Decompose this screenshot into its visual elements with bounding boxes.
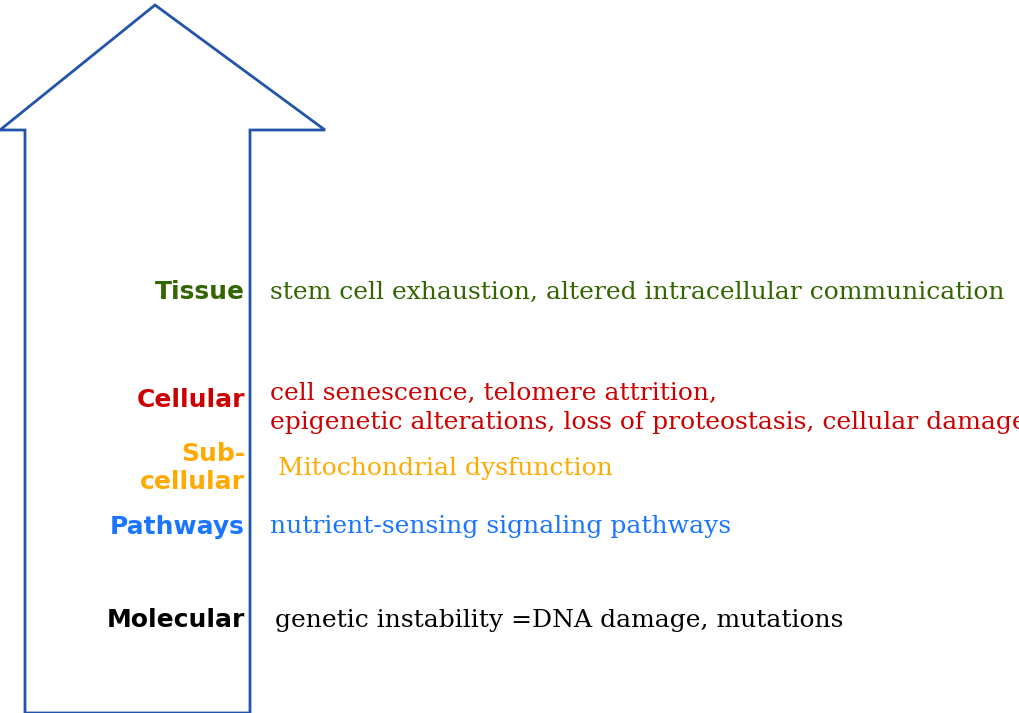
Text: stem cell exhaustion, altered intracellular communication: stem cell exhaustion, altered intracellu…: [270, 280, 1004, 304]
Text: Tissue: Tissue: [155, 280, 245, 304]
Text: Molecular: Molecular: [107, 608, 245, 632]
Polygon shape: [0, 5, 325, 713]
Text: genetic instability =DNA damage, mutations: genetic instability =DNA damage, mutatio…: [275, 608, 843, 632]
Text: Sub-
cellular: Sub- cellular: [140, 442, 245, 494]
Text: cell senescence, telomere attrition,: cell senescence, telomere attrition,: [270, 381, 716, 404]
Text: Pathways: Pathways: [110, 515, 245, 539]
Text: epigenetic alterations, loss of proteostasis, cellular damage: epigenetic alterations, loss of proteost…: [270, 411, 1019, 434]
Text: Cellular: Cellular: [137, 388, 245, 412]
Text: nutrient-sensing signaling pathways: nutrient-sensing signaling pathways: [270, 515, 731, 538]
Text: Mitochondrial dysfunction: Mitochondrial dysfunction: [270, 456, 612, 480]
